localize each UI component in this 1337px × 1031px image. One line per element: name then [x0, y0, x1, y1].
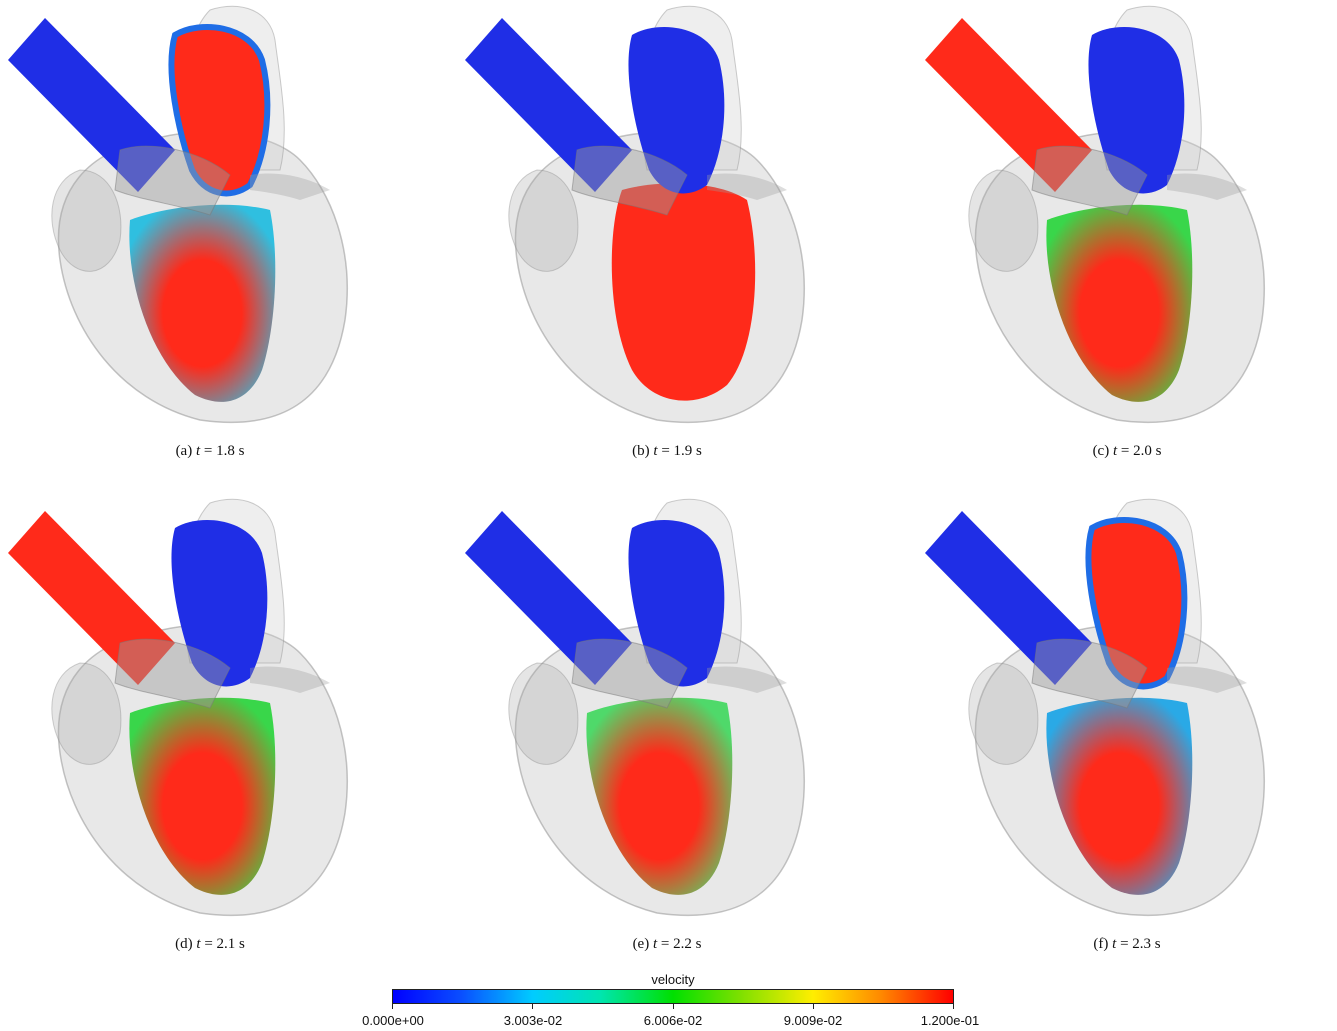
heart-render-f — [925, 498, 1265, 917]
atrium-shell — [51, 662, 122, 765]
inlet-tube — [465, 511, 632, 685]
colorbar-tick-label: 9.009e-02 — [783, 1013, 843, 1028]
panel-b: (b) t = 1.9 s — [457, 0, 877, 475]
panel-a: (a) t = 1.8 s — [0, 0, 420, 475]
inlet-tube — [925, 511, 1092, 685]
atrium-shell — [508, 662, 579, 765]
ventricle-flow — [611, 183, 756, 401]
atrium-shell — [968, 662, 1039, 765]
ventricle-flow — [586, 697, 733, 895]
colorbar-title: velocity — [651, 972, 695, 987]
ventricle-flow — [1046, 204, 1193, 402]
colorbar — [392, 989, 954, 1004]
valve-plate — [571, 145, 688, 216]
valve-plate — [1031, 145, 1148, 216]
inlet-tube — [8, 511, 175, 685]
ventricle-flow — [129, 697, 276, 895]
valve-plate — [571, 638, 688, 709]
colorbar-tick — [392, 1004, 393, 1009]
colorbar-tick — [813, 1004, 814, 1009]
upper-chamber — [1085, 517, 1188, 690]
valve-leaflet — [250, 666, 330, 693]
upper-chamber — [1088, 27, 1185, 194]
caption-e: (e) t = 2.2 s — [632, 936, 702, 952]
colorbar-tick-label: 1.200e-01 — [920, 1013, 980, 1028]
atrium-shell — [508, 169, 579, 272]
caption-d: (d) t = 2.1 s — [175, 936, 245, 952]
atrium-shell — [968, 169, 1039, 272]
valve-leaflet — [1167, 666, 1247, 693]
inlet-tube — [465, 18, 632, 192]
upper-chamber — [171, 520, 268, 687]
upper-chamber — [628, 520, 725, 687]
colorbar-tick-label: 0.000e+00 — [362, 1013, 424, 1028]
colorbar-tick-label: 6.006e-02 — [643, 1013, 703, 1028]
inlet-tube — [8, 18, 175, 192]
valve-plate — [114, 145, 231, 216]
heart-render-b — [465, 5, 805, 424]
valve-plate — [114, 638, 231, 709]
inlet-tube — [925, 18, 1092, 192]
colorbar-tick — [953, 1004, 954, 1009]
ventricle-flow — [129, 204, 276, 402]
heart-render-a — [8, 5, 348, 424]
colorbar-tick-label: 3.003e-02 — [503, 1013, 563, 1028]
ventricle-flow — [1046, 697, 1193, 895]
panel-d: (d) t = 2.1 s — [0, 493, 420, 968]
valve-plate — [1031, 638, 1148, 709]
upper-chamber — [168, 24, 271, 197]
heart-render-e — [465, 498, 805, 917]
caption-a: (a) t = 1.8 s — [175, 443, 245, 459]
upper-chamber — [628, 27, 725, 194]
colorbar-tick — [532, 1004, 533, 1009]
valve-leaflet — [707, 666, 787, 693]
valve-leaflet — [1167, 173, 1247, 200]
panel-f: (f) t = 2.3 s — [917, 493, 1337, 968]
caption-f: (f) t = 2.3 s — [1093, 936, 1161, 952]
panel-e: (e) t = 2.2 s — [457, 493, 877, 968]
panel-c: (c) t = 2.0 s — [917, 0, 1337, 475]
heart-render-c — [925, 5, 1265, 424]
caption-c: (c) t = 2.0 s — [1092, 443, 1162, 459]
valve-leaflet — [707, 173, 787, 200]
colorbar-tick — [673, 1004, 674, 1009]
caption-b: (b) t = 1.9 s — [632, 443, 702, 459]
valve-leaflet — [250, 173, 330, 200]
heart-render-d — [8, 498, 348, 917]
atrium-shell — [51, 169, 122, 272]
